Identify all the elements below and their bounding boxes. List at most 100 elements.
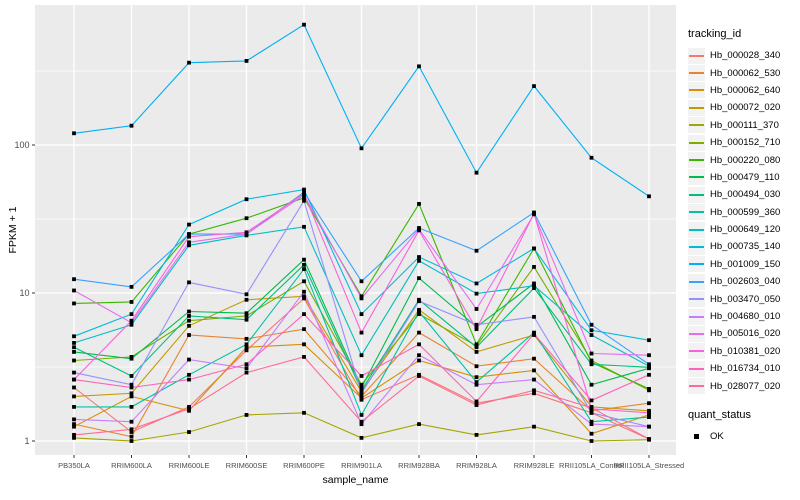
data-point — [474, 307, 479, 311]
data-point — [72, 422, 76, 427]
data-point — [589, 322, 594, 327]
data-point — [589, 333, 594, 337]
data-point — [187, 309, 191, 314]
legend-key — [688, 117, 705, 134]
x-tick-label: RRIM928LE — [514, 461, 555, 470]
data-point — [129, 123, 134, 128]
data-point — [532, 391, 536, 396]
data-point — [474, 248, 479, 253]
legend-quant-entries: OK — [688, 428, 800, 445]
data-point — [244, 216, 249, 221]
legend-key — [688, 152, 705, 169]
data-point — [129, 382, 134, 387]
data-point — [129, 430, 134, 434]
legend-line-swatch — [689, 385, 704, 388]
data-point — [532, 388, 536, 393]
legend-line-swatch — [689, 350, 704, 353]
data-point — [129, 427, 134, 432]
data-point — [532, 286, 536, 290]
legend-entry-Hb_000649_120: Hb_000649_120 — [688, 221, 800, 238]
legend-label: Hb_001009_150 — [710, 258, 781, 270]
data-point — [72, 385, 76, 390]
data-point — [647, 424, 651, 429]
y-tick-label: 100 — [14, 140, 29, 150]
data-point — [359, 330, 364, 335]
data-point — [474, 345, 479, 350]
legend-entry-Hb_000479_110: Hb_000479_110 — [688, 169, 800, 186]
data-point — [647, 413, 651, 417]
data-point — [474, 403, 479, 407]
data-point — [417, 276, 421, 281]
data-point — [129, 439, 134, 443]
data-point — [302, 224, 306, 229]
data-point — [72, 377, 76, 382]
legend-entry-Hb_000599_360: Hb_000599_360 — [688, 204, 800, 221]
data-point — [589, 360, 594, 365]
data-point — [589, 422, 594, 427]
data-point — [72, 435, 76, 440]
legend-label: Hb_028077_020 — [710, 380, 781, 392]
legend-line-swatch — [689, 193, 704, 196]
data-point — [129, 312, 134, 317]
data-point — [72, 349, 76, 354]
legend-label: Hb_005016_020 — [710, 328, 781, 340]
data-point — [474, 399, 479, 404]
legend-line-swatch — [689, 367, 704, 370]
legend-entry-Hb_000111_370: Hb_000111_370 — [688, 117, 800, 134]
x-tick-label: RRII105LA_Stressed — [614, 461, 684, 470]
data-point — [474, 349, 479, 354]
data-point — [72, 394, 76, 399]
legend-label: Hb_000735_140 — [710, 241, 781, 253]
data-point — [129, 394, 134, 399]
plot-panel — [35, 5, 676, 455]
data-point — [187, 333, 191, 337]
legend-key — [688, 378, 705, 395]
data-point — [129, 374, 134, 378]
data-point — [589, 351, 594, 356]
data-point — [532, 283, 536, 288]
legend-key — [688, 291, 705, 308]
legend-key — [688, 134, 705, 151]
data-point — [187, 314, 191, 318]
data-point — [589, 155, 594, 160]
legend-entry-Hb_001009_150: Hb_001009_150 — [688, 256, 800, 273]
data-point — [129, 419, 134, 424]
data-point — [474, 325, 479, 329]
legend-entry-Hb_000735_140: Hb_000735_140 — [688, 238, 800, 255]
legend-key — [688, 47, 705, 64]
data-point — [359, 374, 364, 378]
data-point — [129, 356, 134, 361]
legend-entry-Hb_003470_050: Hb_003470_050 — [688, 290, 800, 308]
data-point — [244, 366, 249, 371]
legend-label: Hb_002603_040 — [710, 276, 781, 288]
data-point — [417, 374, 421, 378]
quant-square-swatch — [694, 434, 699, 439]
data-point — [417, 358, 421, 363]
data-point — [417, 255, 421, 259]
data-point — [589, 405, 594, 410]
data-point — [72, 404, 76, 409]
legend-label: OK — [710, 431, 724, 442]
data-point — [532, 331, 536, 336]
data-point — [302, 342, 306, 347]
data-point — [532, 314, 536, 319]
legend-label: Hb_000649_120 — [710, 224, 781, 236]
legend-label: Hb_000062_530 — [710, 67, 781, 79]
data-point — [129, 404, 134, 409]
legend-entry-Hb_010381_020: Hb_010381_020 — [688, 343, 800, 360]
data-point — [474, 327, 479, 332]
legend-label: Hb_010381_020 — [710, 345, 781, 357]
data-point — [302, 327, 306, 332]
data-point — [244, 317, 249, 322]
data-point — [302, 191, 306, 196]
data-point — [474, 382, 479, 387]
data-point — [532, 211, 536, 216]
legend-key — [688, 169, 705, 186]
data-point — [647, 362, 651, 367]
legend-key — [688, 429, 705, 445]
legend-entry-Hb_000494_030: Hb_000494_030 — [688, 186, 800, 203]
data-point — [302, 262, 306, 267]
legend-entry-Hb_000220_080: Hb_000220_080 — [688, 151, 800, 169]
